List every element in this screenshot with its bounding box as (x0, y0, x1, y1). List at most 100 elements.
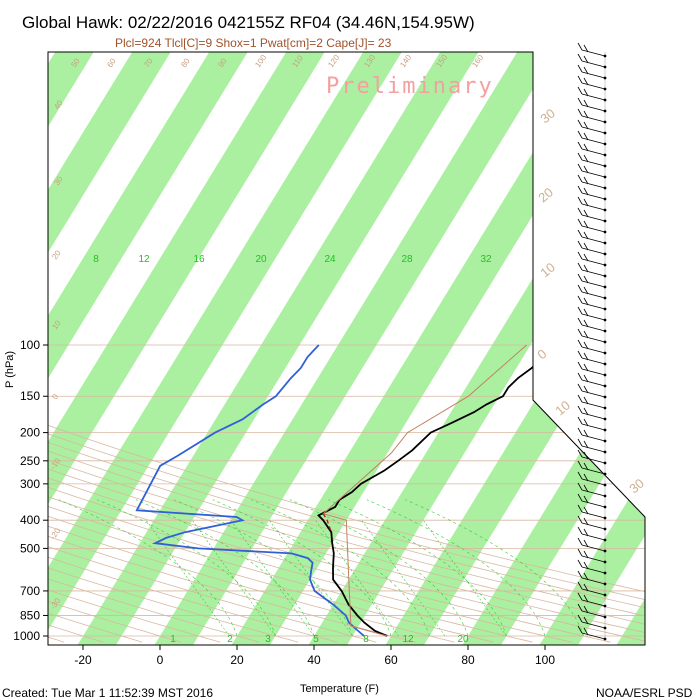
wind-barb (577, 229, 607, 245)
y-tick-label: 200 (20, 426, 40, 440)
dry-adiabat-line (48, 350, 143, 643)
wind-barb (577, 383, 607, 399)
isotherm-band (77, 52, 479, 645)
wind-barb (577, 251, 607, 267)
mixing-ratio-label: 12 (402, 634, 414, 645)
wind-barb (577, 570, 607, 586)
wind-barb (577, 449, 607, 465)
dry-adiabat-line (48, 350, 533, 643)
moist-adiabats (58, 499, 584, 637)
theta-label: 0 (534, 346, 549, 362)
wind-barb (577, 515, 607, 531)
isotherm-band (539, 52, 645, 645)
wind-barb (577, 207, 607, 223)
isotherm-band-label: 28 (401, 254, 413, 265)
wind-barb (577, 405, 607, 421)
isotherm-band (48, 52, 171, 645)
wind-barb (577, 537, 607, 553)
y-tick-label: 100 (20, 338, 40, 352)
footer-created: Created: Tue Mar 1 11:52:39 MST 2016 (2, 686, 213, 700)
isotherm-band-label: 12 (138, 254, 150, 265)
wind-barb (577, 174, 607, 190)
wind-barb (577, 460, 607, 476)
dry-adiabat-label: 140 (398, 53, 413, 70)
wind-barb (577, 603, 607, 619)
wind-barb (577, 559, 607, 575)
dry-adiabat-line (48, 350, 299, 643)
wind-barb (577, 416, 607, 432)
dry-adiabat-line (48, 350, 572, 643)
moist-adiabat-line (366, 499, 546, 637)
dry-adiabat-line (48, 350, 645, 643)
x-tick-label: 80 (461, 653, 475, 667)
isotherm-band (0, 52, 17, 645)
x-axis-label: Temperature (F) (300, 683, 379, 695)
wind-barb (577, 471, 607, 487)
mixing-ratio-label: 2 (227, 634, 233, 645)
y-tick-label: 850 (20, 608, 40, 622)
moist-adiabat-line (97, 499, 276, 637)
isotherm-band (154, 52, 556, 645)
chart-title: Global Hawk: 02/22/2016 042155Z RF04 (34… (22, 13, 475, 32)
mixing-ratio-label: 8 (363, 634, 369, 645)
wind-barb (577, 273, 607, 289)
wind-barb (577, 625, 607, 641)
wind-barbs (577, 42, 607, 641)
moist-adiabat-line (135, 499, 315, 637)
wind-barb (577, 548, 607, 564)
wind-barb (577, 97, 607, 113)
wind-barb (577, 581, 607, 597)
dry-adiabat-line (48, 350, 645, 643)
y-tick-label: 1000 (13, 629, 40, 643)
wind-barb (577, 262, 607, 278)
dry-adiabat-line (48, 350, 221, 643)
series-line-dewpoint (135, 344, 365, 637)
isotherm-band (48, 52, 402, 645)
theta-label: 30 (626, 476, 647, 497)
y-tick-label: 700 (20, 584, 40, 598)
dry-adiabats (48, 350, 645, 643)
theta-label: 10 (537, 260, 558, 281)
watermark: Preliminary (326, 74, 494, 99)
isotherm-bands (0, 52, 645, 645)
isotherm-band-label: 16 (193, 254, 205, 265)
chart-subtitle: Plcl=924 Tlcl[C]=9 Shox=1 Pwat[cm]=2 Cap… (115, 36, 392, 50)
dry-adiabat-label: 0 (50, 392, 60, 401)
wind-barb (577, 64, 607, 80)
footer-credit: NOAA/ESRL PSD (596, 686, 693, 700)
mixing-ratio-label: 3 (265, 634, 271, 645)
dry-adiabat-label: 120 (326, 53, 341, 70)
wind-barb (577, 108, 607, 124)
dry-adiabat-label: -20 (48, 526, 62, 541)
wind-barb (577, 592, 607, 608)
x-tick-label: 40 (307, 653, 321, 667)
isotherm-band-label: 8 (93, 254, 99, 265)
dry-adiabat-line (48, 350, 611, 643)
x-tick-label: 60 (384, 653, 398, 667)
y-tick-label: 300 (20, 477, 40, 491)
wind-barb (577, 306, 607, 322)
moist-adiabat-line (328, 499, 507, 637)
wind-barb (577, 240, 607, 256)
wind-barb (577, 86, 607, 102)
dry-adiabat-line (48, 350, 645, 643)
theta-label: 30 (537, 106, 558, 127)
isotherm-band-label: 24 (324, 254, 336, 265)
wind-barb (577, 372, 607, 388)
dry-adiabat-label: 60 (105, 56, 118, 69)
wind-barb (577, 438, 607, 454)
wind-barb (577, 185, 607, 201)
mixing-ratio-label: 1 (170, 634, 176, 645)
dry-adiabat-line (48, 350, 645, 643)
dry-adiabat-line (48, 350, 416, 643)
moist-adiabat-line (174, 499, 353, 637)
wind-barb (577, 284, 607, 300)
y-tick-label: 400 (20, 513, 40, 527)
y-tick-label: 500 (20, 541, 40, 555)
isotherm-band-label: 20 (255, 254, 267, 265)
wind-barb (577, 328, 607, 344)
wind-barb (577, 427, 607, 443)
wind-barb (577, 163, 607, 179)
wind-barb (577, 482, 607, 498)
